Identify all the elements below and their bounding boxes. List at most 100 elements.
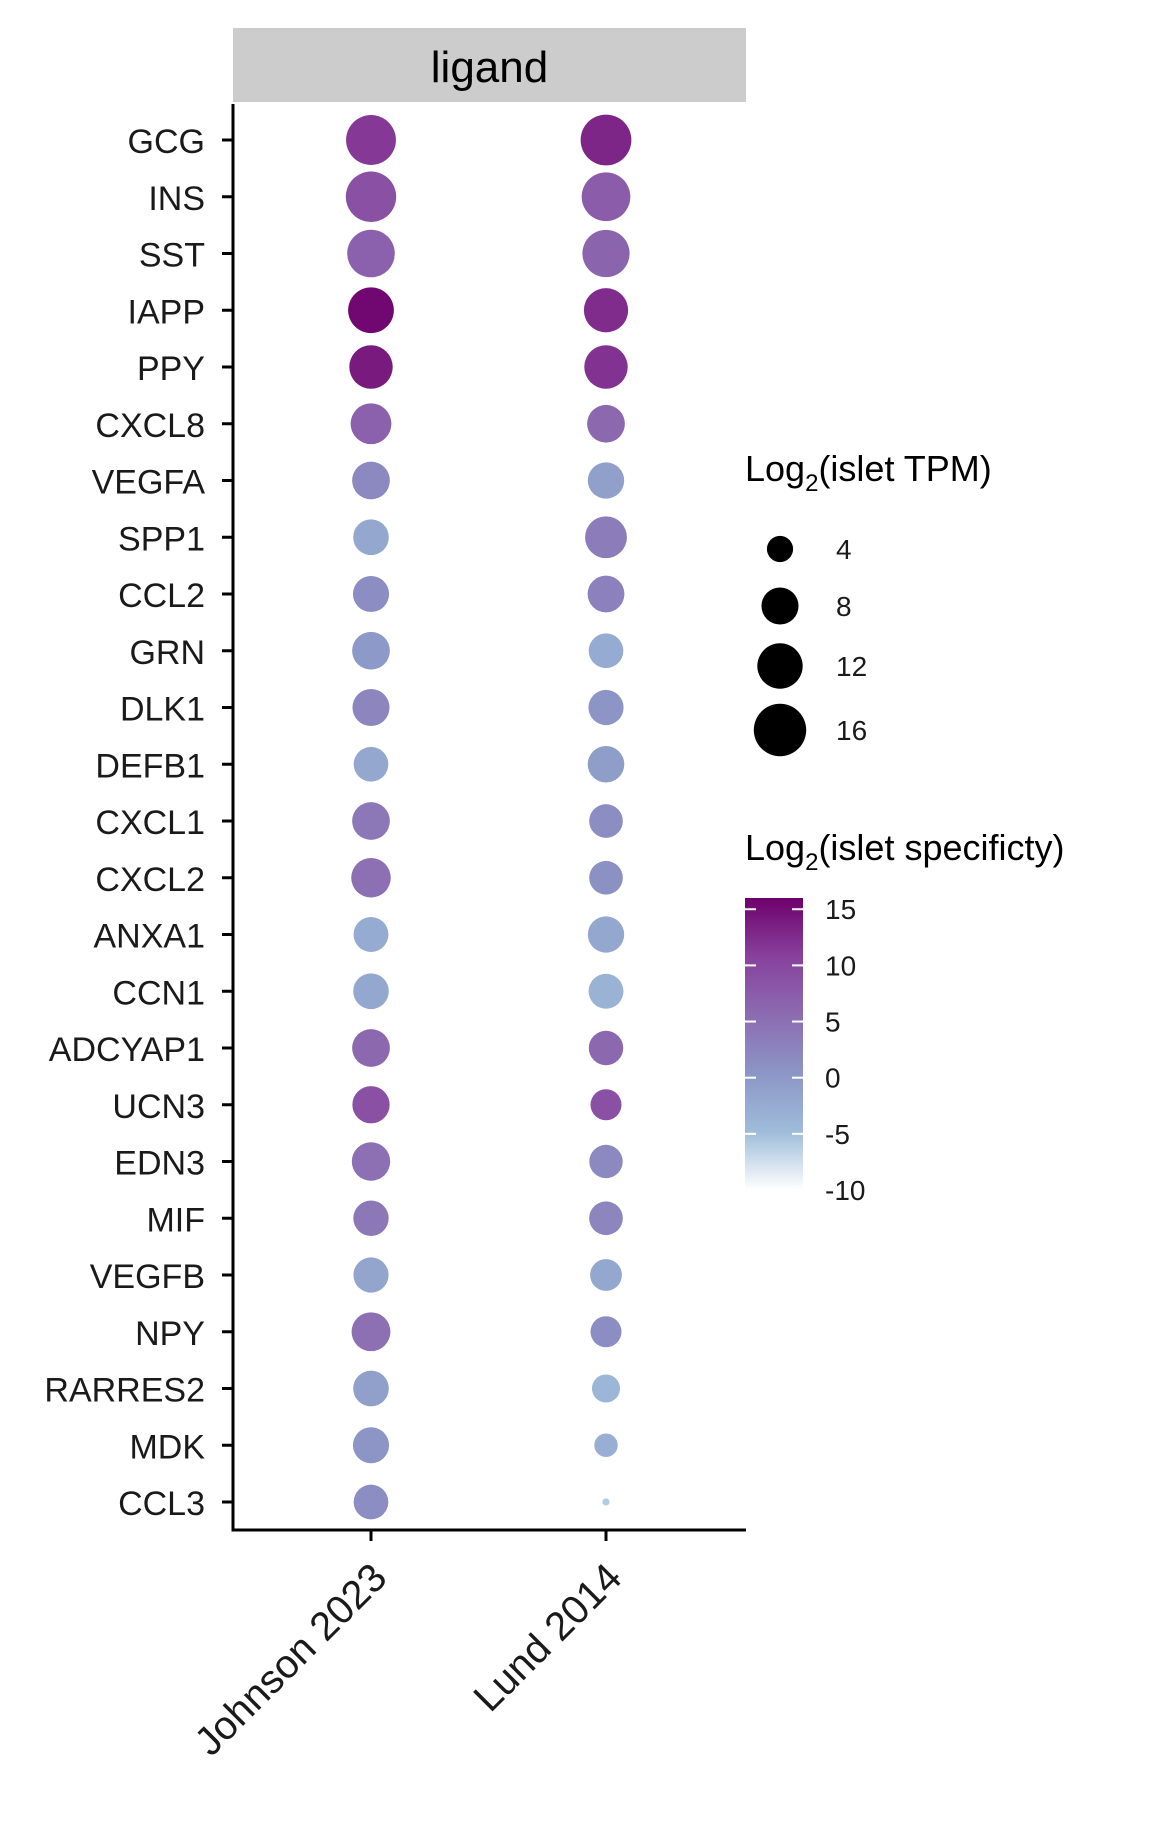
dot-ccn1-lund-2014	[588, 973, 624, 1009]
facet-label: ligand	[431, 43, 548, 92]
y-tick-label: VEGFB	[90, 1258, 205, 1296]
dot-ins-johnson-2023	[345, 171, 397, 222]
dot-mdk-johnson-2023	[352, 1427, 390, 1464]
size-legend-label: 8	[836, 591, 852, 622]
dot-npy-lund-2014	[590, 1316, 622, 1348]
y-tick-label: CCL2	[118, 577, 205, 615]
dot-cxcl2-johnson-2023	[351, 857, 391, 898]
y-tick-label: SPP1	[118, 520, 205, 558]
dot-ccn1-johnson-2023	[353, 973, 389, 1010]
y-tick-label: IAPP	[128, 293, 205, 331]
color-legend-label: 10	[825, 950, 856, 981]
y-tick-label: GRN	[129, 634, 205, 672]
dot-ccl3-lund-2014	[602, 1498, 610, 1506]
color-legend-label: 15	[825, 894, 856, 925]
size-legend-dot	[766, 535, 794, 563]
size-legend: Log2(islet TPM) 4 8 12 16	[745, 448, 992, 757]
dot-vegfb-johnson-2023	[353, 1257, 389, 1293]
dot-dlk1-lund-2014	[588, 689, 624, 726]
dot-vegfb-lund-2014	[590, 1259, 622, 1291]
dot-ucn3-johnson-2023	[352, 1086, 390, 1124]
y-tick-label: GCG	[128, 123, 205, 161]
dot-gcg-lund-2014	[580, 114, 632, 166]
dot-defb1-lund-2014	[587, 745, 625, 783]
dot-ucn3-lund-2014	[590, 1089, 622, 1121]
dot-edn3-lund-2014	[589, 1144, 623, 1179]
dot-rarres2-lund-2014	[591, 1374, 621, 1403]
dot-ccl2-lund-2014	[587, 575, 625, 613]
dot-rarres2-johnson-2023	[353, 1370, 389, 1407]
y-tick-label: ANXA1	[94, 918, 206, 956]
y-tick-label: CCL3	[118, 1485, 205, 1523]
dot-mdk-lund-2014	[594, 1433, 618, 1457]
dot-anxa1-johnson-2023	[353, 917, 389, 952]
size-legend-dot	[753, 703, 807, 757]
x-tick-label: Johnson 2023	[187, 1555, 396, 1764]
plot-panel: ligand GCG INS SST IAPP PPY CXCL8 VEGFA SPP1 CCL2…	[44, 28, 746, 1764]
y-tick-label: DEFB1	[95, 747, 205, 785]
y-tick-label: PPY	[137, 350, 205, 388]
dot-ccl2-johnson-2023	[352, 575, 390, 613]
color-legend: Log2(islet specificty) 15 10 5 0 -5 -10	[745, 827, 1064, 1206]
y-tick-label: VEGFA	[92, 464, 206, 502]
y-tick-label: MIF	[146, 1201, 205, 1239]
dot-cxcl8-johnson-2023	[350, 403, 392, 445]
y-tick-label: ADCYAP1	[49, 1031, 205, 1069]
dot-iapp-lund-2014	[583, 288, 629, 333]
y-tick-label: CXCL1	[95, 804, 205, 842]
dot-dlk1-johnson-2023	[352, 688, 390, 727]
dot-cxcl1-lund-2014	[589, 804, 623, 838]
size-legend-dot	[757, 643, 803, 689]
dot-vegfa-johnson-2023	[352, 461, 390, 500]
dot-adcyap1-lund-2014	[588, 1030, 624, 1066]
dot-grn-johnson-2023	[352, 631, 390, 670]
size-legend-label: 12	[836, 651, 867, 682]
dot-adcyap1-johnson-2023	[352, 1029, 390, 1067]
y-tick-label: INS	[148, 180, 205, 218]
y-tick-label: DLK1	[120, 691, 205, 729]
dot-spp1-johnson-2023	[353, 519, 389, 556]
dot-mif-lund-2014	[589, 1201, 623, 1236]
size-legend-title: Log2(islet TPM)	[745, 448, 992, 497]
color-legend-label: 5	[825, 1007, 841, 1038]
y-tick-label: CXCL2	[95, 861, 205, 899]
dot-ppy-johnson-2023	[349, 345, 393, 389]
y-tick-label: NPY	[135, 1315, 205, 1353]
dot-sst-johnson-2023	[347, 229, 395, 278]
dot-defb1-johnson-2023	[353, 746, 389, 782]
color-legend-label: -5	[825, 1119, 850, 1150]
dot-ccl3-johnson-2023	[353, 1484, 389, 1520]
y-tick-label: CCN1	[112, 974, 205, 1012]
dot-cxcl1-johnson-2023	[352, 802, 390, 840]
size-legend-label: 4	[836, 534, 852, 565]
y-tick-label: RARRES2	[44, 1372, 205, 1410]
y-tick-label: CXCL8	[95, 407, 205, 445]
dot-ppy-lund-2014	[584, 345, 628, 389]
dot-ins-lund-2014	[581, 172, 631, 222]
y-tick-label: MDK	[129, 1428, 205, 1466]
dot-npy-johnson-2023	[351, 1312, 391, 1352]
dot-mif-johnson-2023	[353, 1200, 389, 1236]
dot-cxcl2-lund-2014	[589, 860, 623, 895]
x-tick-label: Lund 2014	[466, 1555, 631, 1720]
dot-spp1-lund-2014	[585, 516, 627, 559]
dot-cxcl8-lund-2014	[587, 404, 625, 443]
color-legend-bar	[745, 898, 803, 1190]
y-tick-label: UCN3	[112, 1088, 205, 1126]
dot-vegfa-lund-2014	[587, 462, 625, 499]
color-legend-label: 0	[825, 1063, 841, 1094]
size-legend-dot	[761, 587, 799, 625]
dot-edn3-johnson-2023	[351, 1142, 391, 1181]
facet-strip	[233, 28, 746, 102]
dot-iapp-johnson-2023	[348, 287, 394, 334]
dot-gcg-johnson-2023	[346, 115, 396, 165]
size-legend-label: 16	[836, 715, 867, 746]
color-legend-title: Log2(islet specificty)	[745, 827, 1064, 876]
dot-sst-lund-2014	[582, 229, 630, 278]
y-tick-label: SST	[139, 237, 205, 275]
y-tick-label: EDN3	[114, 1145, 205, 1183]
dot-grn-lund-2014	[588, 633, 624, 669]
color-legend-label: -10	[825, 1175, 865, 1206]
